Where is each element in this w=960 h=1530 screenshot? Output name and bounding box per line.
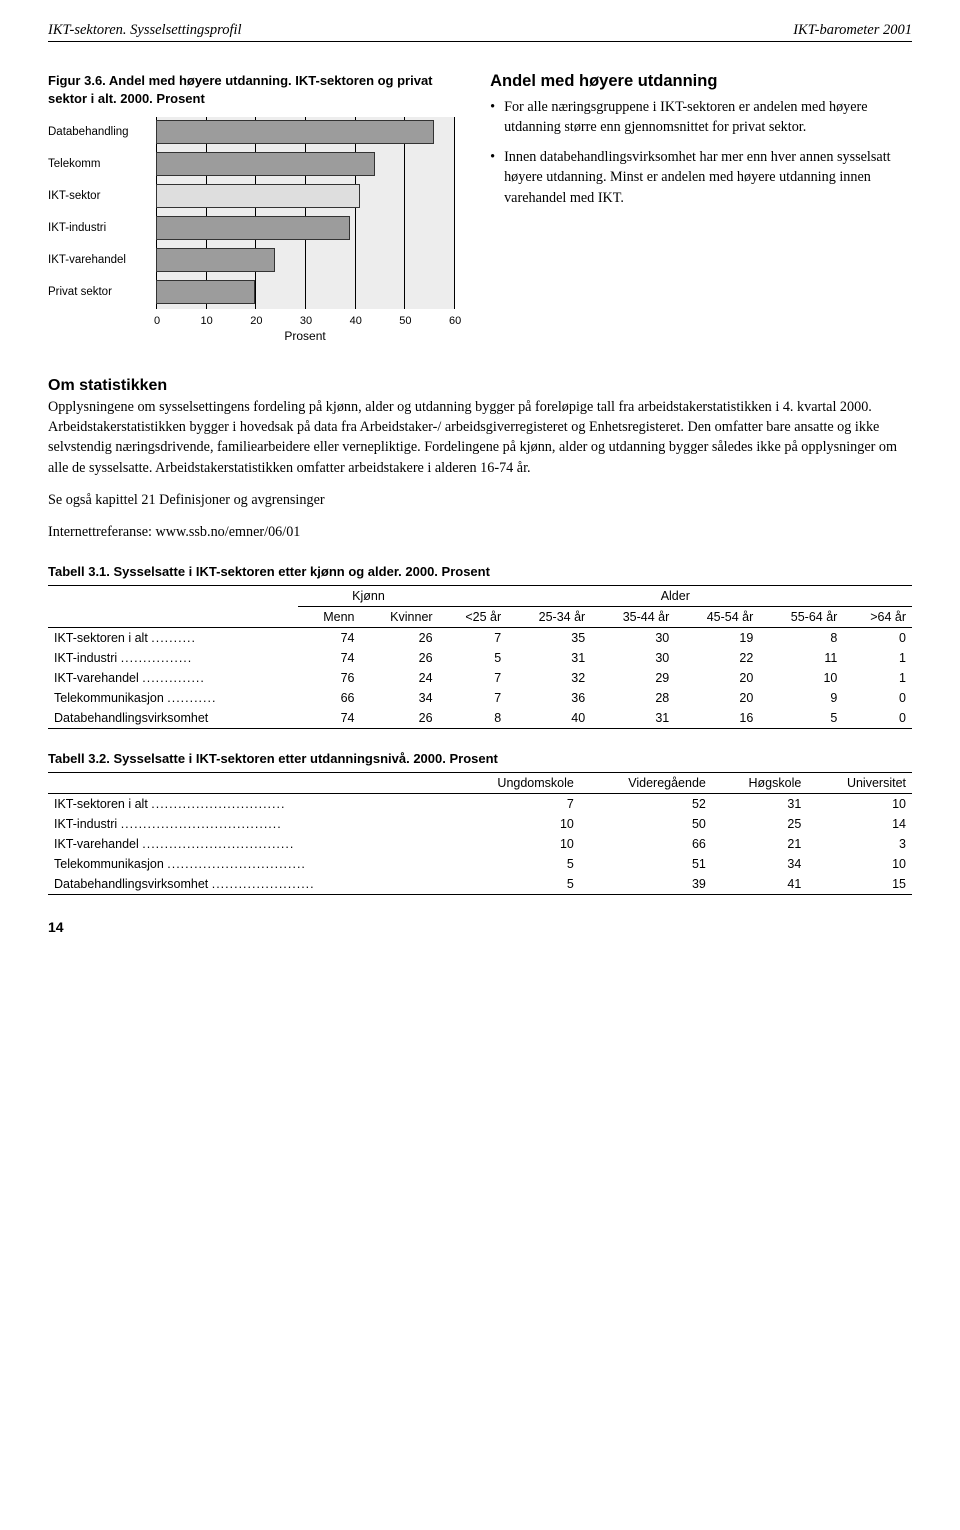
chart-bar xyxy=(156,152,375,176)
chart-plot xyxy=(156,213,454,243)
chart-plot xyxy=(156,181,454,211)
om-heading: Om statistikken xyxy=(48,377,912,395)
running-header: IKT-sektoren. Sysselsettingsprofil IKT-b… xyxy=(48,22,912,39)
chart-row: Telekomm xyxy=(48,149,454,179)
table-row: IKT-varehandel ..............76247322920… xyxy=(48,668,912,688)
notes-column: Andel med høyere utdanning For alle næri… xyxy=(490,72,912,349)
figure-and-notes: Figur 3.6. Andel med høyere utdanning. I… xyxy=(48,72,912,349)
axis-label: Prosent xyxy=(284,329,325,343)
chart-rows: Databehandling Telekomm IKT-sektor IKT-indu… xyxy=(48,117,454,309)
chart-plot xyxy=(156,277,454,307)
chart-plot xyxy=(156,245,454,275)
page-number: 14 xyxy=(48,919,912,935)
table-row: IKT-industri ...........................… xyxy=(48,814,912,834)
chart-category-label: IKT-varehandel xyxy=(48,254,156,266)
chart-bar xyxy=(156,248,275,272)
header-right: IKT-barometer 2001 xyxy=(793,22,912,39)
om-p3: Internettreferanse: www.ssb.no/emner/06/… xyxy=(48,522,912,542)
axis-tick-label: 10 xyxy=(201,315,213,327)
table-row: Databehandlingsvirksomhet ..............… xyxy=(48,874,912,895)
om-p1: Opplysningene om sysselsettingens fordel… xyxy=(48,397,912,478)
chart-row: IKT-sektor xyxy=(48,181,454,211)
table-row: Telekommunikasjon ......................… xyxy=(48,854,912,874)
axis-tick-label: 20 xyxy=(250,315,262,327)
figure-caption-text: Figur 3.6. Andel med høyere utdanning. I… xyxy=(48,73,433,106)
table-row: IKT-industri ................74265313022… xyxy=(48,648,912,668)
chart-row: IKT-varehandel xyxy=(48,245,454,275)
chart-row: IKT-industri xyxy=(48,213,454,243)
header-left: IKT-sektoren. Sysselsettingsprofil xyxy=(48,22,242,39)
axis-tick: 60 xyxy=(454,117,455,309)
axis-tick-label: 40 xyxy=(350,315,362,327)
notes-item: For alle næringsgruppene i IKT-sektoren … xyxy=(490,97,912,137)
table-row: Databehandlingsvirksomhet7426840311650 xyxy=(48,708,912,729)
chart-bar xyxy=(156,216,350,240)
axis-tick-label: 50 xyxy=(399,315,411,327)
notes-heading: Andel med høyere utdanning xyxy=(490,72,912,91)
chart-bar xyxy=(156,280,255,304)
axis-tick-label: 30 xyxy=(300,315,312,327)
chart-plot xyxy=(156,149,454,179)
table-row: IKT-sektoren i alt ..........74267353019… xyxy=(48,628,912,649)
header-rule xyxy=(48,41,912,42)
chart-category-label: Databehandling xyxy=(48,126,156,138)
table2-title: Tabell 3.2. Sysselsatte i IKT-sektoren e… xyxy=(48,751,912,766)
chart-category-label: Telekomm xyxy=(48,158,156,170)
table2: UngdomskoleVideregåendeHøgskoleUniversit… xyxy=(48,772,912,895)
bar-chart: 0 10 20 30 40 50 60 Prosent Databehandling Telek… xyxy=(48,117,454,349)
table-row: IKT-sektoren i alt .....................… xyxy=(48,794,912,815)
chart-row: Databehandling xyxy=(48,117,454,147)
chart-category-label: Privat sektor xyxy=(48,286,156,298)
chart-bar xyxy=(156,184,360,208)
notes-item: Innen databehandlingsvirksomhet har mer … xyxy=(490,147,912,207)
chart-bar xyxy=(156,120,434,144)
figure-caption: Figur 3.6. Andel med høyere utdanning. I… xyxy=(48,72,454,107)
table1-title: Tabell 3.1. Sysselsatte i IKT-sektoren e… xyxy=(48,564,912,579)
table-row: IKT-varehandel .........................… xyxy=(48,834,912,854)
chart-plot xyxy=(156,117,454,147)
axis-tick-label: 60 xyxy=(449,315,461,327)
axis-tick-label: 0 xyxy=(154,315,160,327)
om-p2: Se også kapittel 21 Definisjoner og avgr… xyxy=(48,490,912,510)
chart-category-label: IKT-industri xyxy=(48,222,156,234)
notes-list: For alle næringsgruppene i IKT-sektoren … xyxy=(490,97,912,208)
table1: KjønnAlderMennKvinner<25 år25-34 år35-44… xyxy=(48,585,912,729)
table-row: Telekommunikasjon ...........66347362820… xyxy=(48,688,912,708)
chart-category-label: IKT-sektor xyxy=(48,190,156,202)
figure-column: Figur 3.6. Andel med høyere utdanning. I… xyxy=(48,72,454,349)
chart-row: Privat sektor xyxy=(48,277,454,307)
